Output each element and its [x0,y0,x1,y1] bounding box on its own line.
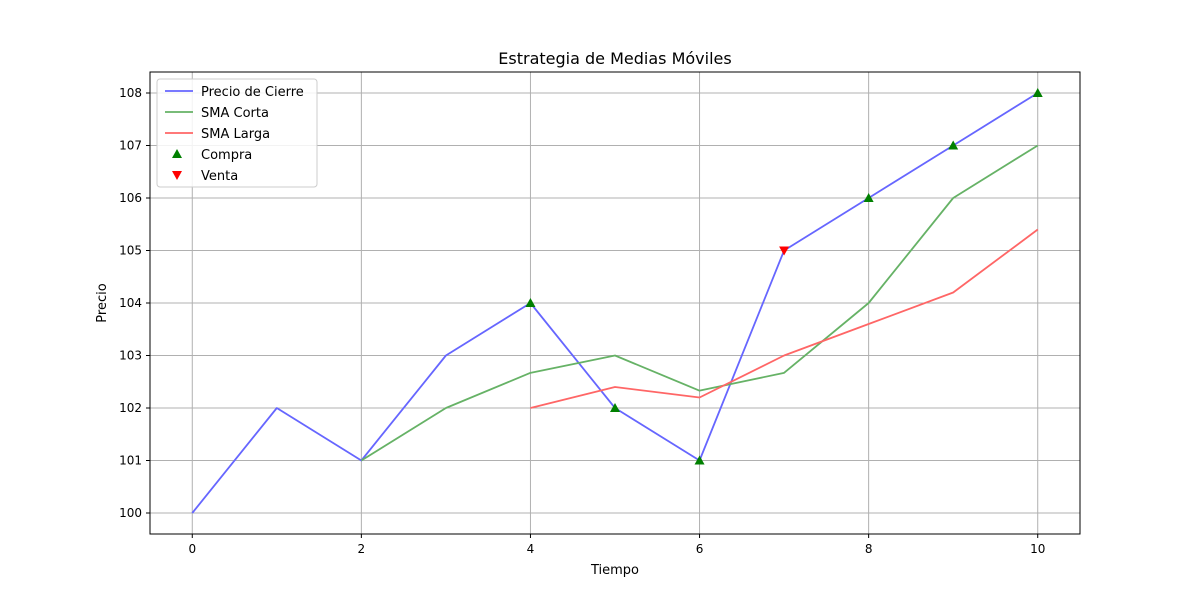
legend-swatch-compra [172,149,182,158]
legend-label-precio-de-cierre: Precio de Cierre [201,85,304,100]
y-tick-label: 101 [119,454,142,468]
series-line-sma-corta [360,144,1039,462]
legend-box [156,78,318,188]
legend: Precio de Cierre SMA Corta SMA Larga Compra… [156,78,318,188]
compra-marker [863,193,874,202]
y-tick-label: 100 [119,506,142,520]
legend-label-sma-larga: SMA Larga [201,127,270,142]
legend-label-venta: Venta [201,169,238,184]
y-tick-label: 106 [119,191,142,205]
marker-layer [525,88,1043,465]
x-tick-label: 4 [527,542,535,556]
legend-label-sma-corta: SMA Corta [201,106,269,121]
y-tick-label: 102 [119,401,142,415]
x-tick-label: 6 [696,542,704,556]
series-line-sma-larga [530,228,1039,409]
ticks: 0 2 4 6 8 10 100 101 102 103 104 105 106 107 108 [119,86,1045,556]
compra-marker [610,403,620,412]
chart-title: Estrategia de Medias Móviles [498,49,731,68]
x-tick-label: 0 [188,542,196,556]
y-axis-label: Precio [95,283,110,322]
y-tick-label: 107 [119,139,142,153]
y-tick-label: 108 [119,86,142,100]
x-axis-label: Tiempo [590,563,639,578]
venta-marker [779,246,790,256]
legend-swatch-venta [172,171,182,180]
legend-label-compra: Compra [201,148,252,163]
compra-marker [1032,88,1043,97]
compra-marker [694,455,705,465]
compra-marker [948,140,959,150]
compra-marker [525,298,536,307]
y-tick-label: 103 [119,349,142,363]
y-tick-label: 105 [119,244,142,258]
x-tick-label: 2 [358,542,366,556]
y-tick-label: 104 [119,296,142,310]
x-tick-label: 10 [1030,542,1045,556]
x-tick-label: 8 [865,542,873,556]
